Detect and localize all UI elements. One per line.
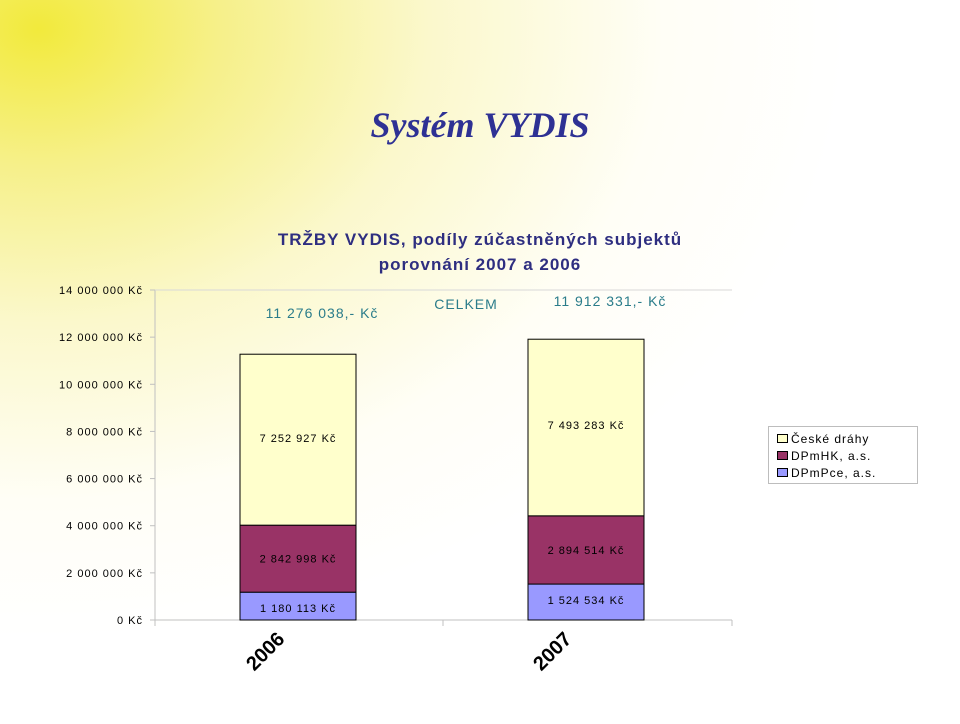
legend-item-dpmhk: DPmHK, a.s. [777, 447, 917, 464]
y-tick-label: 8 000 000 Kč [66, 426, 143, 438]
data-label: 2 894 514 Kč [548, 545, 625, 557]
y-tick-label: 6 000 000 Kč [66, 474, 143, 486]
chart-subtitle: porovnání 2007 a 2006 [378, 255, 582, 274]
data-label: 1 524 534 Kč [548, 595, 625, 607]
chart-legend: České dráhy DPmHK, a.s. DPmPce, a.s. [768, 426, 918, 484]
bar-segment [239, 524, 357, 593]
legend-item-ceske-drahy: České dráhy [777, 430, 917, 447]
bar-segment [527, 515, 645, 585]
bar-segment [527, 338, 645, 517]
legend-label-dpmhk: DPmHK, a.s. [791, 448, 872, 463]
bar-segment [239, 591, 357, 621]
y-tick-label: 2 000 000 Kč [66, 568, 143, 580]
data-label: 2 842 998 Kč [260, 554, 337, 566]
x-category-label: 2006 [242, 628, 289, 675]
data-label: 1 180 113 Kč [260, 603, 336, 615]
y-tick-label: 12 000 000 Kč [59, 332, 143, 344]
y-tick-label: 14 000 000 Kč [59, 285, 143, 297]
slide-title: Systém VYDIS [370, 105, 590, 145]
y-tick-label: 4 000 000 Kč [66, 521, 143, 533]
legend-swatch-dpmpce [777, 468, 788, 477]
legend-label-dpmpce: DPmPce, a.s. [791, 465, 877, 480]
data-label: 7 252 927 Kč [260, 433, 337, 445]
legend-label-ceske-drahy: České dráhy [791, 431, 870, 446]
bar-segment [527, 583, 645, 621]
total-label: CELKEM [434, 296, 498, 312]
y-tick-label: 10 000 000 Kč [59, 379, 143, 391]
legend-swatch-ceske-drahy [777, 434, 788, 443]
x-category-label: 2007 [529, 628, 576, 675]
total-value: 11 912 331,- Kč [554, 293, 667, 309]
chart-title: TRŽBY VYDIS, podíly zúčastněných subjekt… [277, 230, 683, 249]
data-label: 7 493 283 Kč [548, 420, 625, 432]
legend-swatch-dpmhk [777, 451, 788, 460]
bar-segment [239, 353, 357, 526]
total-value: 11 276 038,- Kč [266, 305, 379, 321]
legend-item-dpmpce: DPmPce, a.s. [777, 464, 917, 481]
y-tick-label: 0 Kč [117, 615, 143, 627]
